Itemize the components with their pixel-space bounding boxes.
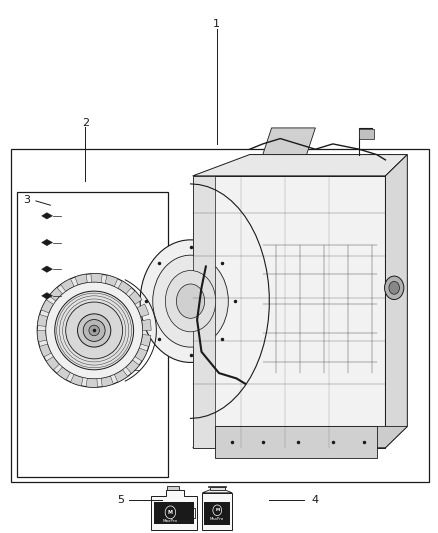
Polygon shape — [215, 426, 377, 458]
Polygon shape — [61, 279, 74, 292]
Polygon shape — [91, 273, 102, 282]
Polygon shape — [151, 490, 197, 530]
Ellipse shape — [385, 276, 404, 300]
Polygon shape — [42, 266, 53, 272]
Polygon shape — [193, 176, 385, 448]
Polygon shape — [193, 176, 215, 448]
Text: 1: 1 — [213, 19, 220, 29]
Bar — [17, 192, 168, 477]
Bar — [208, 486, 226, 487]
Polygon shape — [71, 374, 83, 386]
Text: MaxPro: MaxPro — [163, 519, 178, 523]
Polygon shape — [126, 360, 139, 374]
Polygon shape — [42, 293, 53, 299]
Ellipse shape — [37, 273, 151, 387]
Polygon shape — [46, 357, 60, 370]
Text: M: M — [215, 508, 219, 512]
Polygon shape — [167, 486, 179, 490]
Polygon shape — [193, 426, 407, 448]
Ellipse shape — [55, 291, 134, 370]
Polygon shape — [101, 376, 113, 387]
Polygon shape — [37, 330, 47, 342]
Bar — [202, 493, 232, 530]
Ellipse shape — [140, 240, 241, 362]
Ellipse shape — [66, 302, 123, 359]
Polygon shape — [135, 348, 147, 361]
Polygon shape — [114, 369, 127, 382]
Bar — [359, 129, 374, 139]
Bar — [154, 502, 194, 524]
Polygon shape — [42, 213, 53, 219]
Bar — [11, 149, 429, 482]
Text: 4: 4 — [312, 495, 319, 505]
Ellipse shape — [83, 320, 105, 342]
Polygon shape — [41, 300, 53, 313]
Polygon shape — [263, 128, 315, 155]
Bar — [204, 502, 230, 525]
Polygon shape — [86, 378, 97, 387]
Polygon shape — [42, 239, 53, 246]
Text: 2: 2 — [82, 118, 89, 127]
Ellipse shape — [78, 314, 111, 347]
Polygon shape — [137, 304, 149, 317]
Polygon shape — [37, 314, 48, 326]
Ellipse shape — [89, 325, 99, 336]
Ellipse shape — [166, 270, 216, 332]
Ellipse shape — [46, 282, 143, 379]
Polygon shape — [141, 335, 151, 346]
Polygon shape — [118, 281, 131, 294]
Polygon shape — [193, 155, 407, 176]
Text: MaxPro: MaxPro — [210, 517, 224, 521]
Text: 3: 3 — [23, 195, 30, 205]
Polygon shape — [57, 367, 71, 380]
Polygon shape — [49, 287, 63, 301]
Polygon shape — [202, 490, 232, 493]
Ellipse shape — [389, 281, 399, 294]
Polygon shape — [385, 155, 407, 448]
Polygon shape — [129, 291, 142, 304]
Ellipse shape — [177, 284, 205, 318]
Polygon shape — [105, 275, 118, 287]
Text: 5: 5 — [117, 495, 124, 505]
Text: M: M — [168, 510, 173, 515]
Polygon shape — [39, 344, 51, 357]
Polygon shape — [141, 319, 151, 330]
Polygon shape — [75, 274, 87, 285]
Ellipse shape — [153, 255, 228, 347]
Bar — [210, 487, 225, 490]
